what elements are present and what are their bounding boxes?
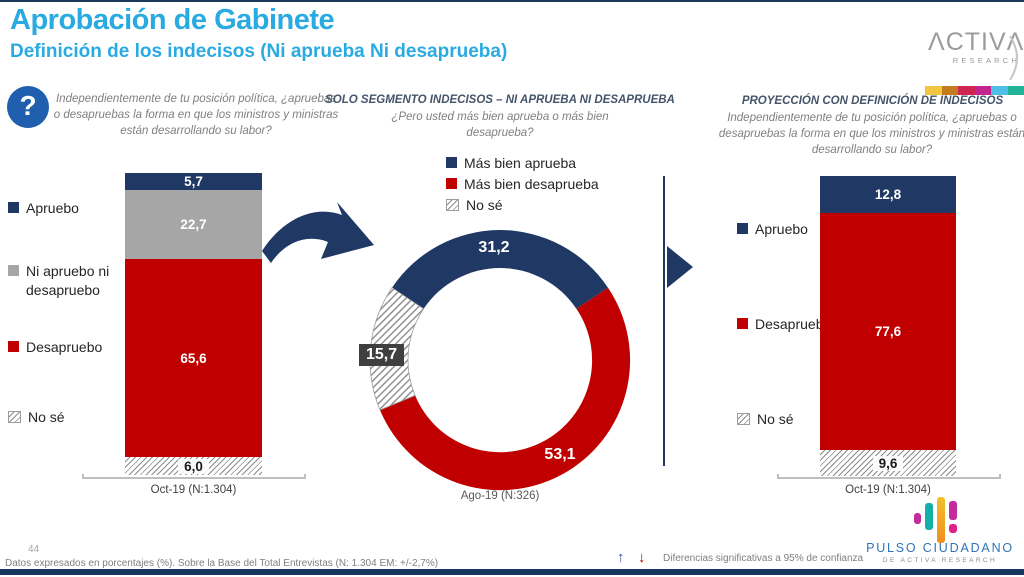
- red-swatch-icon: [737, 318, 748, 329]
- hatch-swatch-icon: [446, 199, 459, 211]
- legend-label: Más bien aprueba: [464, 155, 577, 171]
- logo-bar-pink-small: [949, 524, 957, 533]
- page-title: Aprobación de Gabinete: [10, 4, 335, 36]
- legend-item-apruebo: Apruebo: [8, 199, 79, 218]
- donut-slice-aprueba: [392, 230, 608, 309]
- left-question-text: Independientemente de tu posición políti…: [53, 93, 339, 137]
- red-swatch-icon: [8, 341, 19, 352]
- left-x-axis: [82, 474, 306, 479]
- activa-wordmark: ΛCTIVΛ: [928, 28, 1024, 56]
- legend-item-ni-apruebo: Ni apruebo ni desapruebo: [8, 262, 120, 300]
- logo-bar-pink: [914, 513, 921, 524]
- legend-label: Desapruebo: [26, 339, 103, 355]
- legend-label: No sé: [28, 409, 65, 425]
- pulso-ciudadano-logo-icon: [912, 497, 970, 543]
- logo-bar-yellow: [937, 497, 945, 543]
- data-label: 65,6: [180, 350, 207, 366]
- data-label: 12,8: [874, 187, 902, 202]
- strip-color-red: [958, 86, 975, 95]
- top-border: [0, 0, 1024, 2]
- bar-segment-desapruebo: 65,6: [125, 259, 262, 457]
- gray-swatch-icon: [8, 265, 19, 276]
- middle-question-text: ¿Pero usted más bien aprueba o más bien …: [391, 111, 609, 139]
- legend-item-no-se: No sé: [737, 410, 794, 429]
- donut-slice-desaprueba: [380, 287, 631, 491]
- data-label: 22,7: [180, 217, 207, 232]
- up-arrow-icon: ↑: [617, 549, 625, 566]
- curved-arrow-icon: [262, 202, 374, 263]
- right-axis-category: Oct-19 (N:1.304): [845, 484, 931, 496]
- legend-item-desapruebo: Desapruebo: [737, 315, 831, 334]
- legend-label: Apruebo: [26, 200, 79, 216]
- legend-label: Más bien desaprueba: [464, 176, 599, 192]
- bar-segment-apruebo: 5,7: [125, 173, 262, 190]
- legend-item-mas-bien-aprueba: Más bien aprueba: [446, 154, 576, 173]
- bottom-border: [0, 569, 1024, 575]
- question-mark-icon: ?: [7, 86, 49, 128]
- legend-item-desapruebo: Desapruebo: [8, 338, 102, 357]
- bar-segment-apruebo: 12,8: [820, 176, 956, 213]
- legend-label: No sé: [466, 197, 503, 213]
- pulso-ciudadano-sub: DE ACTIVA RESEARCH: [882, 557, 998, 564]
- right-panel-header: PROYECCIÓN CON DEFINICIÓN DE INDECISOS: [741, 95, 1004, 107]
- down-arrow-icon: ↓: [638, 549, 646, 566]
- donut-label-desaprueba: 53,1: [544, 446, 576, 463]
- hatch-swatch-icon: [737, 413, 750, 425]
- bar-segment-desapruebo: 77,6: [820, 213, 956, 450]
- activa-wordmark-sub: RESEARCH: [952, 56, 1020, 65]
- legend-label: Ni apruebo ni desapruebo: [26, 263, 110, 298]
- left-stacked-bar: 5,7 22,7 65,6 6,0: [125, 173, 262, 475]
- strip-color-magenta: [974, 86, 991, 95]
- right-question-text: Independientemente de tu posición políti…: [718, 112, 1024, 156]
- significance-note: Diferencias significativas a 95% de conf…: [663, 553, 864, 564]
- legend-label: Desapruebo: [755, 316, 832, 332]
- donut-label-no-se: 15,7: [359, 344, 405, 366]
- strip-color-lightblue: [991, 86, 1008, 95]
- navy-swatch-icon: [737, 223, 748, 234]
- legend-item-no-se: No sé: [8, 408, 65, 427]
- donut-label-aprueba: 31,2: [478, 239, 510, 256]
- donut-chart: [369, 230, 631, 491]
- right-x-axis: [777, 474, 1001, 479]
- legend-label: No sé: [757, 411, 794, 427]
- legend-item-no-se: No sé: [446, 196, 503, 215]
- data-label: 9,6: [872, 455, 904, 471]
- right-stacked-bar: 12,8 77,6 9,6: [820, 176, 956, 476]
- vertical-divider: [663, 176, 665, 466]
- strip-color-teal: [1007, 86, 1024, 95]
- data-label: 6,0: [178, 458, 209, 474]
- hatch-swatch-icon: [8, 411, 21, 423]
- donut-category: Ago-19 (N:326): [460, 490, 540, 502]
- middle-panel-header: SOLO SEGMENTO INDECISOS – NI APRUEBA NI …: [325, 94, 675, 106]
- legend-item-mas-bien-desaprueba: Más bien desaprueba: [446, 175, 599, 194]
- strip-color-orange: [941, 86, 958, 95]
- data-label: 77,6: [874, 324, 902, 339]
- legend-label: Apruebo: [755, 221, 808, 237]
- navy-swatch-icon: [8, 202, 19, 213]
- brand-color-strip: [925, 86, 1024, 95]
- left-axis-category: Oct-19 (N:1.304): [150, 484, 237, 496]
- bar-segment-no-se: 6,0: [125, 457, 262, 475]
- page-subtitle: Definición de los indecisos (Ni aprueba …: [10, 41, 508, 62]
- logo-bar-teal: [925, 503, 933, 530]
- right-arrow-icon: [667, 246, 693, 288]
- data-label: 5,7: [184, 174, 203, 189]
- navy-swatch-icon: [446, 157, 457, 168]
- pulso-ciudadano-name: PULSO CIUDADANO: [866, 541, 1014, 555]
- red-swatch-icon: [446, 178, 457, 189]
- legend-item-apruebo: Apruebo: [737, 220, 808, 239]
- activa-research-logo: ΛCTIVΛ RESEARCH: [928, 28, 1024, 65]
- bar-segment-ni-apruebo: 22,7: [125, 190, 262, 259]
- strip-color-yellow: [925, 86, 942, 95]
- page-number: 44: [28, 544, 40, 555]
- logo-bar-magenta: [949, 501, 957, 520]
- bar-segment-no-se: 9,6: [820, 450, 956, 476]
- footnote: Datos expresados en porcentajes (%). Sob…: [5, 558, 439, 569]
- activa-logo-arc: [1009, 36, 1018, 80]
